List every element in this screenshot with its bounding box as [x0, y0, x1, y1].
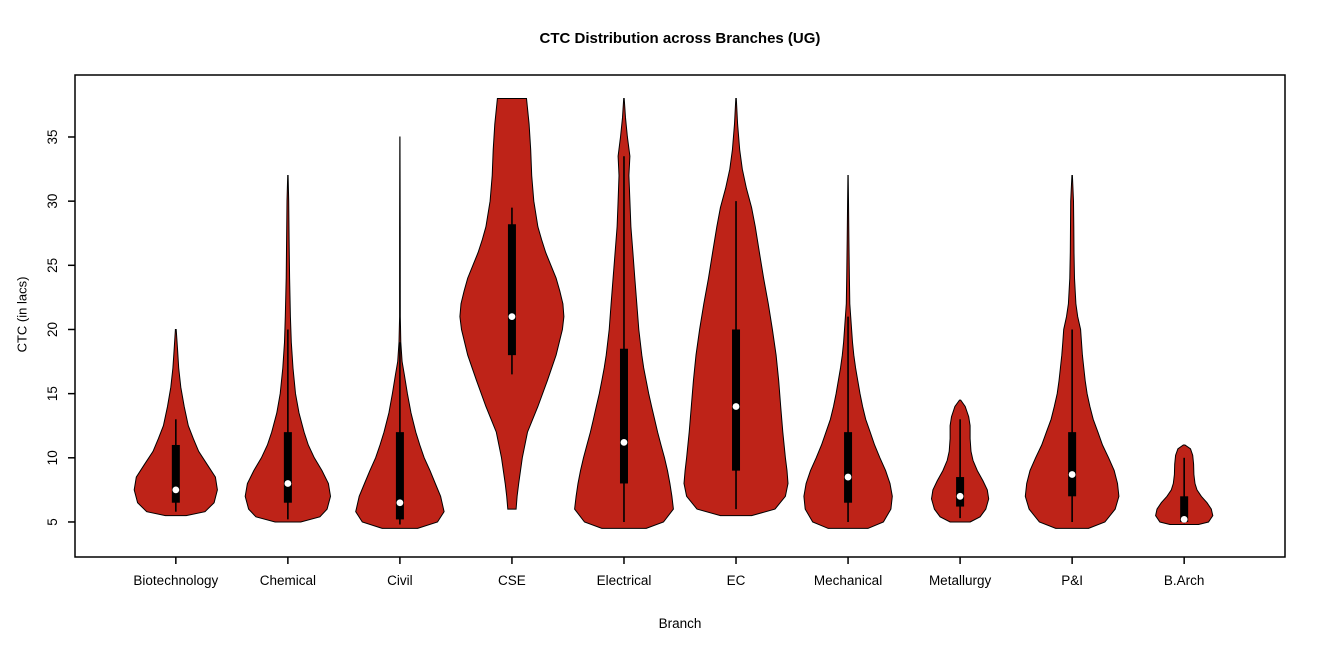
median-dot-Mechanical — [844, 473, 852, 481]
iqr-box-Biotechnology — [171, 444, 180, 503]
iqr-box-EC — [732, 329, 741, 471]
iqr-box-Civil — [395, 432, 404, 520]
x-tick-label: EC — [727, 573, 746, 588]
x-tick-label: Chemical — [260, 573, 316, 588]
x-tick-label: B.Arch — [1164, 573, 1205, 588]
y-tick-label: 15 — [45, 386, 60, 401]
x-tick-label: Biotechnology — [133, 573, 218, 588]
chart-title: CTC Distribution across Branches (UG) — [539, 30, 821, 47]
median-dot-Electrical — [620, 439, 628, 446]
x-axis-label: Branch — [658, 616, 702, 631]
x-tick-label: CSE — [498, 573, 526, 588]
iqr-box-Mechanical — [844, 432, 853, 503]
x-tick-label: Civil — [387, 573, 413, 588]
median-dot-Biotechnology — [172, 486, 180, 494]
x-tick-label: Electrical — [597, 573, 652, 588]
median-dot-EC — [732, 403, 740, 410]
median-dot-Civil — [396, 499, 404, 507]
iqr-box-Electrical — [619, 348, 628, 484]
x-tick-label: P&I — [1061, 573, 1083, 588]
y-tick-label: 30 — [45, 194, 60, 209]
iqr-box-CSE — [507, 224, 516, 356]
median-dot-Chemical — [284, 480, 292, 487]
x-tick-label: Mechanical — [814, 573, 882, 588]
violin-Civil — [355, 136, 445, 529]
median-dot-P&I — [1068, 471, 1076, 478]
iqr-box-Metallurgy — [956, 477, 965, 507]
iqr-box-Chemical — [283, 432, 292, 503]
median-dot-CSE — [508, 313, 516, 321]
plot-border — [74, 74, 1286, 558]
y-tick-label: 10 — [45, 450, 60, 465]
x-tick-label: Metallurgy — [929, 573, 992, 588]
median-dot-B.Arch — [1180, 515, 1188, 523]
y-tick-label: 20 — [45, 322, 60, 337]
iqr-box-P&I — [1068, 432, 1077, 497]
y-tick-label: 35 — [45, 129, 60, 144]
iqr-box-B.Arch — [1180, 496, 1189, 522]
y-tick-label: 5 — [45, 518, 60, 526]
y-tick-label: 25 — [45, 258, 60, 273]
median-dot-Metallurgy — [956, 492, 964, 500]
